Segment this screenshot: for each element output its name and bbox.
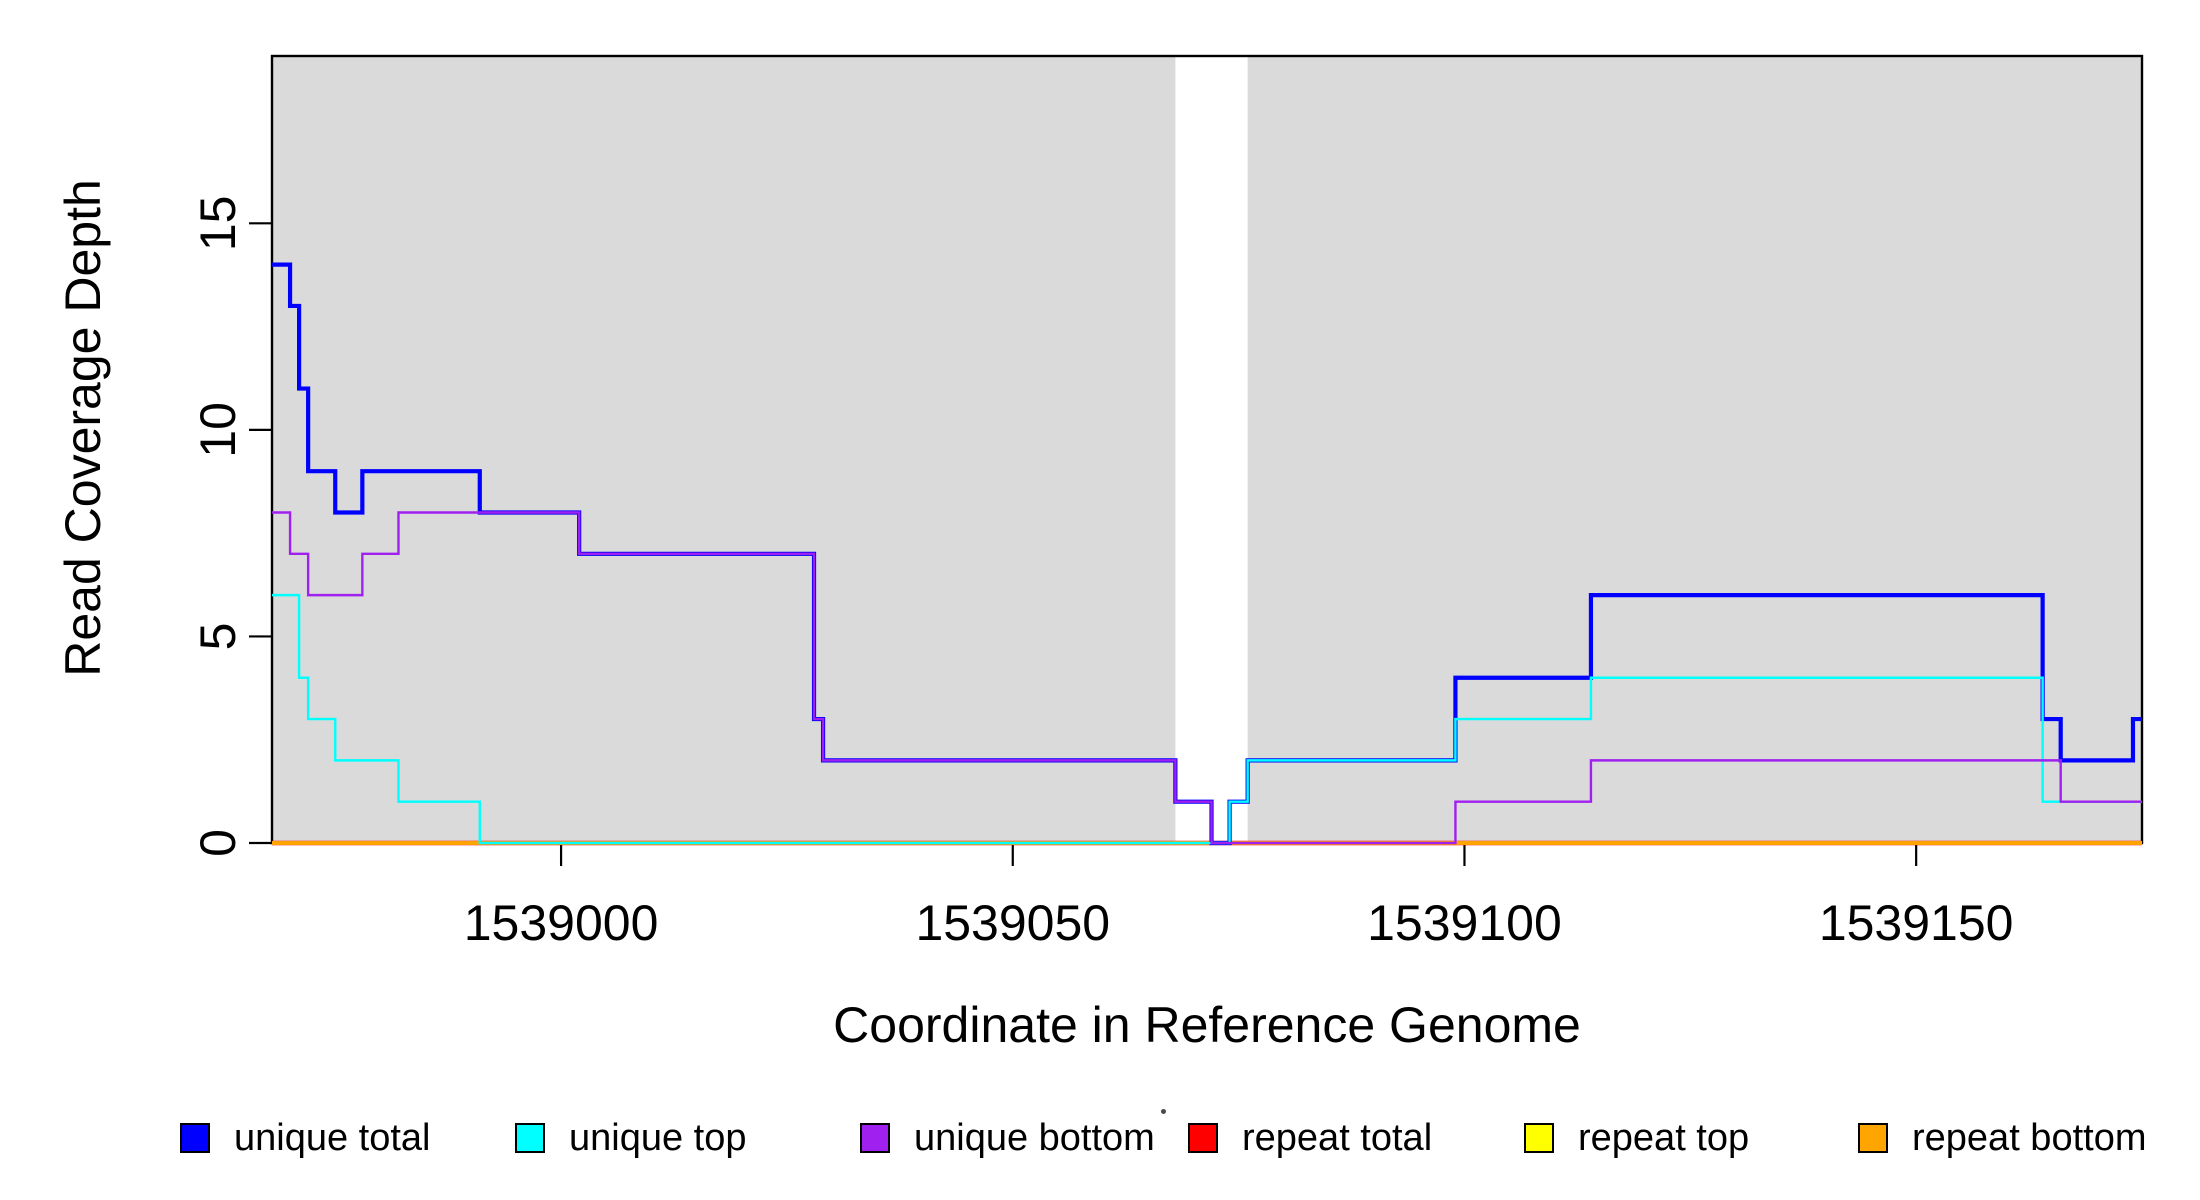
x-axis-tick-label: 1539150	[1819, 895, 2014, 951]
x-axis-tick-label: 1539100	[1367, 895, 1562, 951]
y-axis-tick-label: 15	[190, 196, 246, 252]
plot-background-band	[1247, 56, 2142, 843]
x-axis-tick-label: 1539000	[464, 895, 659, 951]
y-axis-tick-label: 0	[190, 829, 246, 857]
series-line-unique-top	[272, 593, 2142, 845]
y-axis-title: Read Coverage Depth	[55, 179, 111, 677]
stray-dot	[1161, 1109, 1166, 1114]
x-axis-tick-label: 1539050	[915, 895, 1110, 951]
y-axis-tick-label: 5	[190, 623, 246, 651]
y-axis-tick-label: 10	[190, 402, 246, 458]
x-axis-title: Coordinate in Reference Genome	[833, 997, 1581, 1053]
plot-background-band	[272, 56, 1176, 843]
series-line-unique-bottom	[272, 511, 2142, 845]
